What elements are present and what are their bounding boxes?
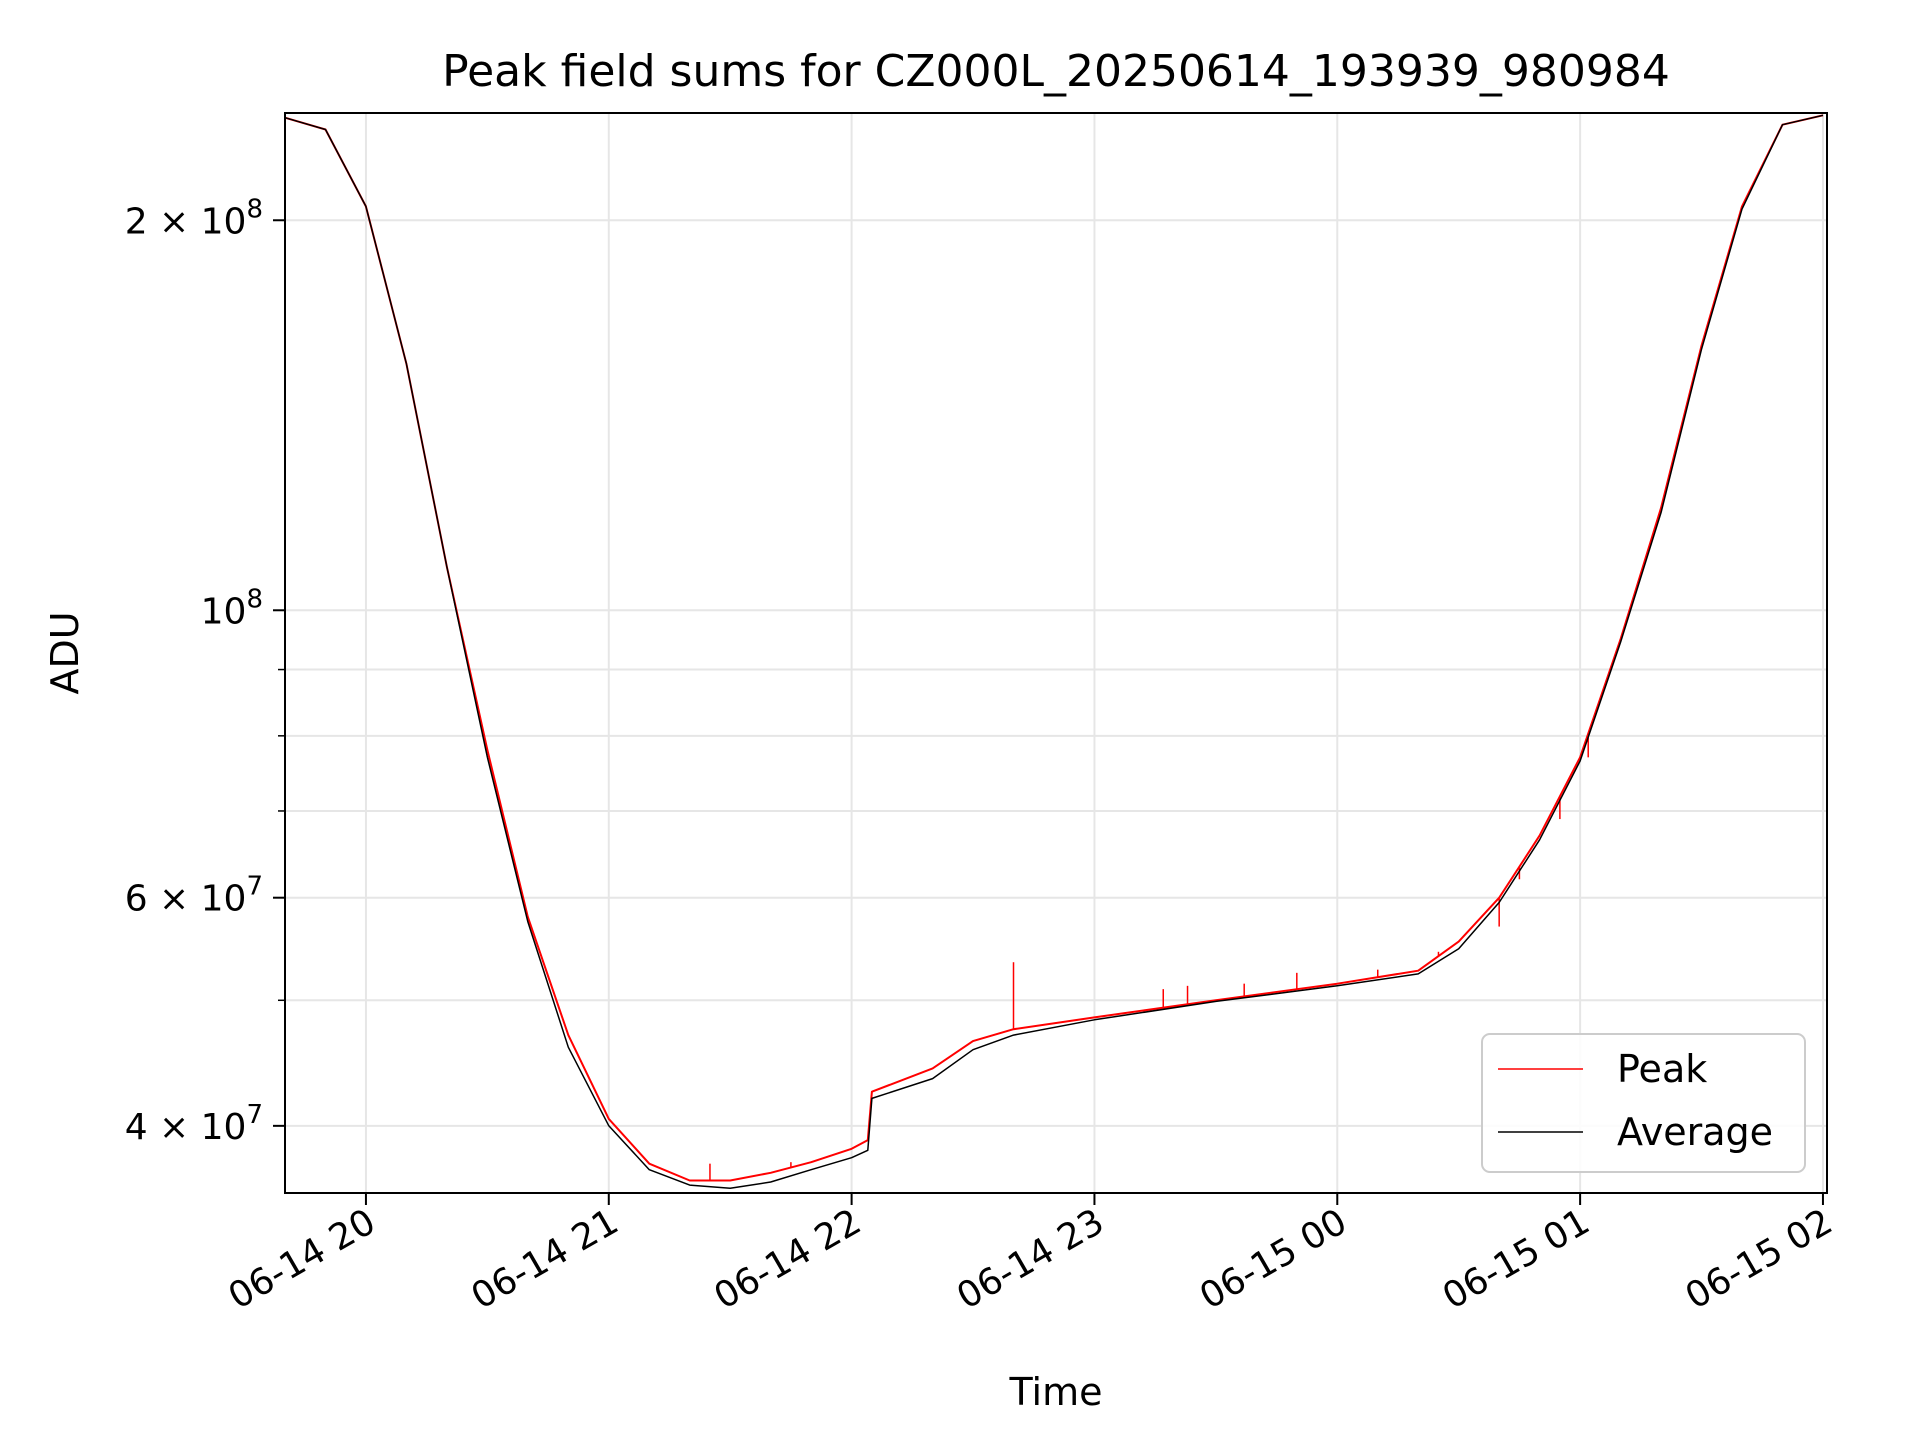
legend-label-average: Average — [1617, 1110, 1773, 1154]
series-line-peak — [284, 114, 1824, 1182]
legend-label-peak: Peak — [1617, 1047, 1707, 1091]
series-layer — [284, 114, 1824, 1190]
y-tick-label: 2 × 108 — [125, 194, 263, 242]
y-tick-label: 6 × 107 — [125, 872, 263, 920]
chart-title: Peak field sums for CZ000L_20250614_1939… — [442, 46, 1670, 97]
grid — [285, 113, 1827, 1193]
plot-frame — [284, 112, 1828, 1194]
legend: Peak Average — [1481, 1033, 1806, 1173]
y-tick-label: 108 — [201, 584, 263, 632]
y-tick-label: 4 × 107 — [125, 1100, 263, 1148]
series-line-average — [284, 114, 1824, 1190]
x-axis-label: Time — [1009, 1370, 1103, 1414]
y-axis-label: ADU — [43, 611, 87, 694]
